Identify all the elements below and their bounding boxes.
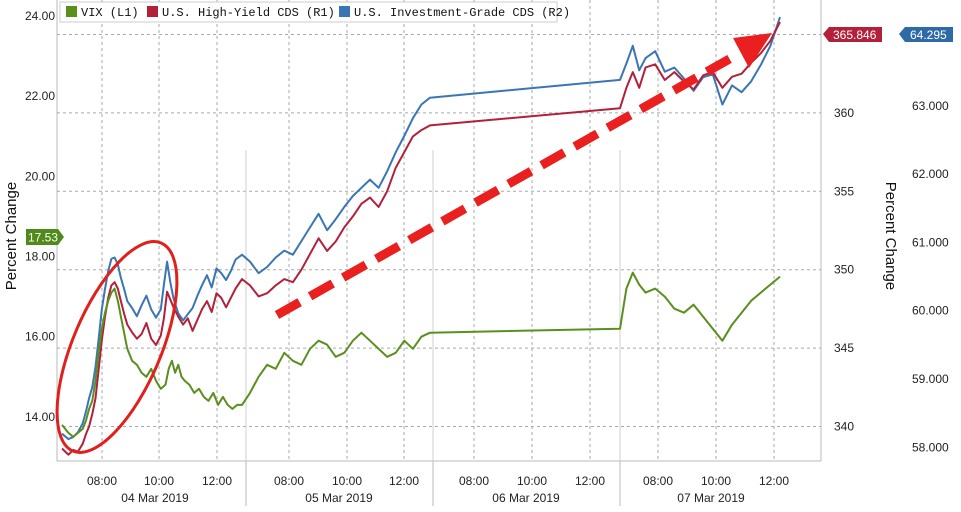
right2-tick-label: 58.000 bbox=[912, 440, 949, 454]
x-tick-label: 12:00 bbox=[575, 474, 605, 488]
x-axis-time-ticks: 08:00 10:00 12:00 08:00 10:00 12:00 08:00 10:00… bbox=[87, 474, 789, 488]
left-tick-label: 24.00 bbox=[25, 9, 55, 23]
legend-label-ig-cds: U.S. Investment-Grade CDS (R2) bbox=[354, 6, 570, 20]
trend-arrow-shaft bbox=[274, 49, 743, 319]
x-tick-label: 10:00 bbox=[144, 474, 174, 488]
left-axis-ticks: 24.00 22.00 20.00 18.00 16.00 14.00 bbox=[25, 9, 55, 424]
day-label: 06 Mar 2019 bbox=[492, 491, 560, 505]
right1-tick-label: 360 bbox=[834, 106, 854, 120]
legend-label-hy-cds: U.S. High-Yield CDS (R1) bbox=[162, 6, 335, 20]
day-label: 04 Mar 2019 bbox=[121, 491, 189, 505]
right-axis-2-ticks: 64.00063.00062.00061.00060.00059.00058.0… bbox=[912, 31, 949, 455]
legend-swatch-vix bbox=[66, 6, 77, 17]
x-tick-label: 08:00 bbox=[274, 474, 304, 488]
left-tick-label: 16.00 bbox=[25, 330, 55, 344]
x-tick-label: 12:00 bbox=[202, 474, 232, 488]
right2-tick-label: 60.000 bbox=[912, 304, 949, 318]
x-tick-label: 08:00 bbox=[87, 474, 117, 488]
svg-text:365.846: 365.846 bbox=[833, 28, 877, 42]
left-tick-label: 22.00 bbox=[25, 89, 55, 103]
x-tick-label: 12:00 bbox=[389, 474, 419, 488]
vertical-gridlines bbox=[101, 0, 775, 461]
day-label: 05 Mar 2019 bbox=[305, 491, 373, 505]
day-separators bbox=[245, 150, 621, 506]
left-tick-label: 20.00 bbox=[25, 169, 55, 183]
x-tick-label: 08:00 bbox=[459, 474, 489, 488]
right-axis-title: Percent Change bbox=[882, 182, 899, 290]
right1-tick-label: 350 bbox=[834, 263, 854, 277]
day-label: 07 Mar 2019 bbox=[677, 491, 745, 505]
series-line-vix bbox=[61, 271, 781, 438]
right-axis-1-ticks: 365360355350345340 bbox=[834, 27, 854, 433]
right2-tick-label: 61.000 bbox=[912, 235, 949, 249]
left-axis-title: Percent Change bbox=[3, 182, 20, 290]
right1-tick-label: 340 bbox=[834, 420, 854, 434]
series-line-ig-cds bbox=[61, 16, 781, 441]
x-axis-day-labels: 04 Mar 2019 05 Mar 2019 06 Mar 2019 07 Mar … bbox=[121, 491, 745, 505]
right1-tick-label: 345 bbox=[834, 341, 854, 355]
x-tick-label: 10:00 bbox=[517, 474, 547, 488]
left-tick-label: 18.00 bbox=[25, 250, 55, 264]
series-layer bbox=[61, 16, 781, 456]
x-tick-label: 10:00 bbox=[701, 474, 731, 488]
spike-circle-annotation bbox=[55, 240, 179, 454]
right1-tick-label: 355 bbox=[834, 184, 854, 198]
right2-tick-label: 63.000 bbox=[912, 99, 949, 113]
x-tick-label: 12:00 bbox=[759, 474, 789, 488]
svg-text:64.295: 64.295 bbox=[910, 28, 947, 42]
legend: VIX (L1) U.S. High-Yield CDS (R1) U.S. I… bbox=[59, 1, 570, 23]
svg-text:17.53: 17.53 bbox=[28, 231, 58, 245]
x-tick-label: 08:00 bbox=[643, 474, 673, 488]
left-tick-label: 14.00 bbox=[25, 410, 55, 424]
x-tick-label: 10:00 bbox=[332, 474, 362, 488]
hy-cds-last-value-badge: 365.846 bbox=[823, 27, 882, 42]
right2-tick-label: 62.000 bbox=[912, 167, 949, 181]
trend-arrow-head bbox=[733, 33, 772, 68]
legend-swatch-hy-cds bbox=[147, 6, 158, 17]
legend-label-vix: VIX (L1) bbox=[81, 6, 139, 20]
right2-tick-label: 59.000 bbox=[912, 372, 949, 386]
ig-cds-last-value-badge: 64.295 bbox=[899, 27, 953, 42]
legend-swatch-ig-cds bbox=[339, 6, 350, 17]
series-line-hy-cds bbox=[61, 21, 781, 456]
horizontal-gridlines bbox=[57, 33, 821, 428]
vix-last-value-badge: 17.53 bbox=[26, 229, 64, 245]
